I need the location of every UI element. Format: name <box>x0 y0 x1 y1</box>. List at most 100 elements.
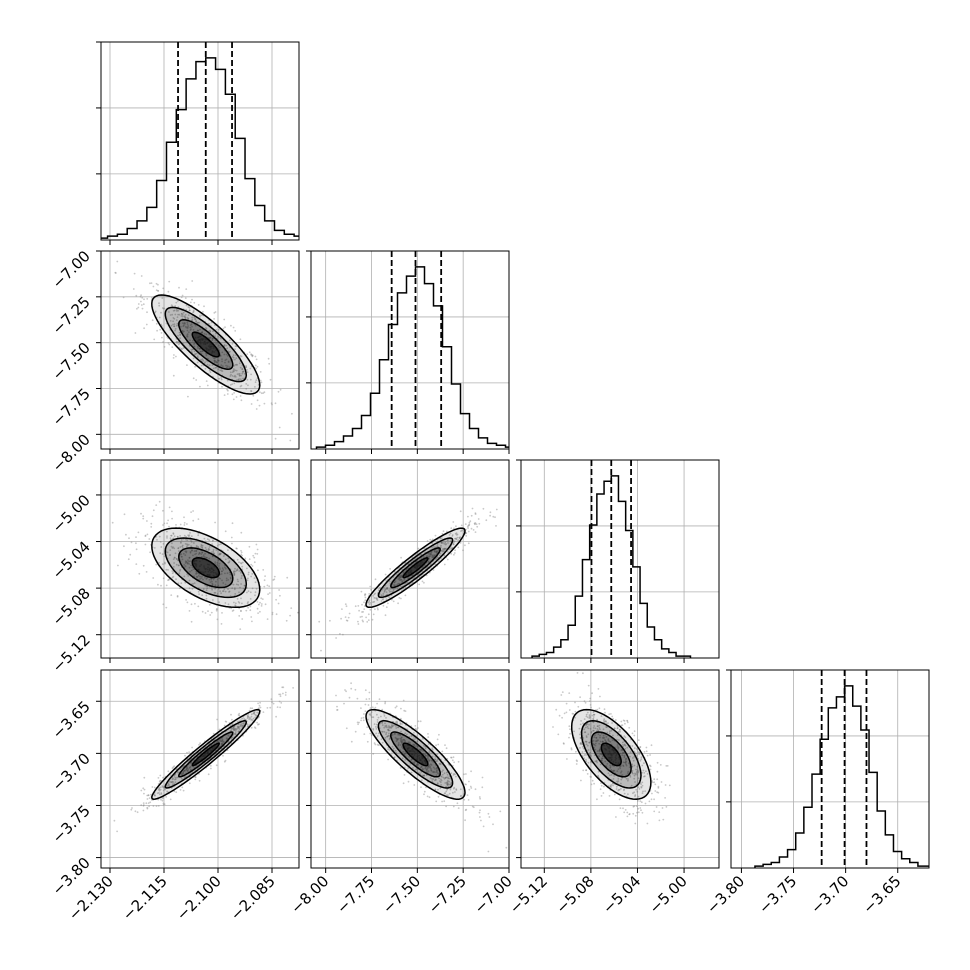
sample-point <box>233 574 235 576</box>
sample-point <box>447 777 450 780</box>
sample-point <box>379 722 382 725</box>
sample-point <box>195 544 198 547</box>
sample-point <box>226 388 229 391</box>
sample-point <box>448 548 451 551</box>
sample-point <box>402 699 405 702</box>
sample-point <box>214 366 217 369</box>
sample-point <box>224 720 227 723</box>
sample-point <box>140 512 142 515</box>
sample-point <box>651 792 653 795</box>
sample-point <box>438 733 440 736</box>
sample-point <box>431 554 434 557</box>
sample-point <box>426 795 429 798</box>
sample-point <box>210 765 212 767</box>
sample-point <box>241 725 244 727</box>
sample-point <box>231 356 234 358</box>
sample-point <box>210 611 213 614</box>
sample-point <box>123 513 126 516</box>
sample-point <box>425 574 428 577</box>
sample-point <box>152 285 155 288</box>
sample-point <box>438 777 440 780</box>
sample-point <box>426 755 429 757</box>
sample-point <box>242 587 245 590</box>
sample-point <box>167 782 170 785</box>
sample-point <box>199 385 201 388</box>
sample-point <box>179 337 182 340</box>
sample-point <box>238 362 241 365</box>
sample-point <box>177 309 180 312</box>
sample-point <box>205 380 208 382</box>
sample-point <box>247 384 249 387</box>
sample-point <box>224 583 227 586</box>
sample-point <box>179 325 182 328</box>
sample-point <box>190 603 193 606</box>
sample-point <box>574 710 577 713</box>
sample-point <box>445 747 448 750</box>
sample-point <box>172 558 175 560</box>
sample-point <box>371 706 374 709</box>
sample-point <box>361 615 363 618</box>
sample-point <box>260 597 263 600</box>
sample-point <box>422 556 425 559</box>
sample-point <box>445 776 448 779</box>
sample-point <box>250 373 253 376</box>
sample-point <box>192 554 194 557</box>
sample-point <box>226 572 229 575</box>
sample-point <box>417 547 420 550</box>
sample-point <box>194 553 196 556</box>
sample-point <box>228 366 231 369</box>
sample-point <box>197 572 200 575</box>
sample-point <box>189 772 192 775</box>
sample-point <box>255 408 258 410</box>
sample-point <box>639 807 642 809</box>
sample-point <box>171 510 173 513</box>
sample-point <box>181 772 184 775</box>
sample-point <box>149 551 152 554</box>
sample-point <box>247 590 250 592</box>
sample-point <box>152 577 155 579</box>
sample-point <box>417 727 419 729</box>
sample-point <box>563 712 566 715</box>
sample-point <box>488 816 491 818</box>
sample-point <box>579 696 581 699</box>
sample-point <box>158 789 161 792</box>
sample-point <box>232 368 235 371</box>
sample-point <box>348 696 351 699</box>
sample-point <box>200 577 203 579</box>
sample-point <box>219 369 222 372</box>
sample-point <box>613 793 616 796</box>
sample-point <box>172 566 175 568</box>
sample-point <box>187 768 190 771</box>
sample-point <box>460 530 462 532</box>
sample-point <box>233 588 236 591</box>
sample-point <box>387 729 390 732</box>
sample-point <box>226 347 229 350</box>
sample-point <box>231 728 233 730</box>
sample-point <box>435 800 438 803</box>
sample-point <box>175 319 178 321</box>
sample-point <box>135 294 138 297</box>
sample-point <box>398 577 400 579</box>
sample-point <box>257 702 259 705</box>
sample-point <box>267 357 270 360</box>
sample-point <box>189 301 192 304</box>
sample-point <box>199 314 201 317</box>
sample-point <box>157 777 160 779</box>
sample-point <box>271 403 273 406</box>
sample-point <box>429 763 432 766</box>
sample-point <box>233 729 236 731</box>
sample-point <box>381 598 384 600</box>
sample-point <box>380 594 383 596</box>
sample-point <box>197 321 200 324</box>
sample-point <box>239 628 242 630</box>
sample-point <box>414 769 417 771</box>
sample-point <box>158 787 161 789</box>
sample-point <box>262 392 265 394</box>
sample-point <box>235 547 238 550</box>
sample-point <box>582 672 584 675</box>
sample-point <box>232 727 235 730</box>
sample-point <box>362 716 365 719</box>
sample-point <box>221 385 223 388</box>
sample-point <box>253 561 256 564</box>
sample-point <box>240 355 243 358</box>
